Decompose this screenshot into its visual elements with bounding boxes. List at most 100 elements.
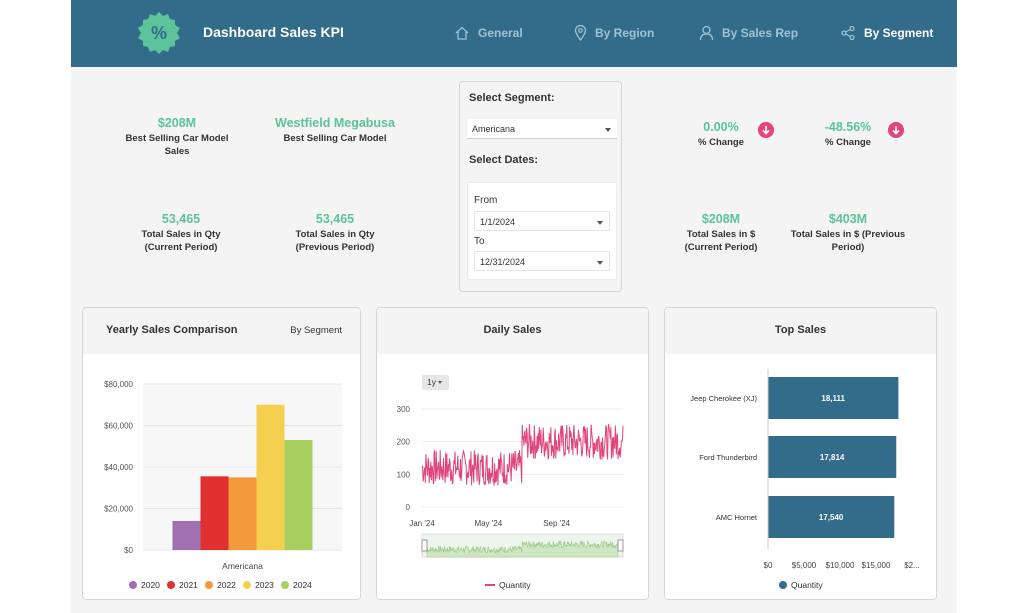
kpi-label: (Current Period) bbox=[684, 242, 758, 253]
y-tick-label: 200 bbox=[397, 438, 411, 447]
data-label: 17,814 bbox=[820, 453, 845, 462]
from-date-input[interactable]: 1/1/2024 bbox=[474, 211, 610, 231]
bar-2020 bbox=[172, 520, 201, 550]
kpi-best-model-sales: $208M Best Selling Car Model Sales bbox=[107, 116, 247, 158]
nav-by-segment-label: By Segment bbox=[864, 26, 934, 40]
legend-label: 2022 bbox=[217, 580, 236, 590]
bar-2023 bbox=[256, 404, 285, 550]
kpi-usd-previous: $403M Total Sales in $ (Previous Period) bbox=[783, 212, 913, 254]
y-tick-label: 0 bbox=[406, 503, 411, 512]
nav-general-label: General bbox=[478, 26, 523, 40]
legend-marker bbox=[129, 581, 137, 589]
legend-label: Quantity bbox=[499, 580, 531, 590]
bar-2024 bbox=[284, 440, 313, 550]
x-tick-label: $5,000 bbox=[792, 561, 817, 570]
segment-select-value: Americana bbox=[472, 124, 516, 134]
chevron-down-icon bbox=[605, 128, 611, 132]
legend-label: 2021 bbox=[179, 580, 198, 590]
arrow-down-icon bbox=[758, 122, 774, 138]
kpi-usd-current: $208M Total Sales in $ (Current Period) bbox=[661, 212, 781, 254]
nav-by-segment[interactable]: By Segment bbox=[840, 23, 933, 43]
svg-text:%: % bbox=[151, 23, 167, 43]
filter-panel: Select Segment: Americana Select Dates: … bbox=[459, 81, 622, 292]
kpi-label: Best Selling Car Model bbox=[283, 133, 387, 144]
dates-box: From 1/1/2024 To 12/31/2024 bbox=[467, 182, 617, 280]
bar-2022 bbox=[228, 477, 257, 550]
legend-label: 2020 bbox=[141, 580, 160, 590]
kpi-qty-current: 53,465 Total Sales in Qty (Current Perio… bbox=[111, 212, 251, 254]
category-label: Jeep Cherokee (XJ) bbox=[690, 394, 757, 403]
legend-marker bbox=[779, 581, 787, 589]
kpi-label: (Current Period) bbox=[144, 242, 218, 253]
card-header: Top Sales bbox=[665, 308, 936, 354]
kpi-qty-previous: 53,465 Total Sales in Qty (Previous Peri… bbox=[265, 212, 405, 254]
to-date-input[interactable]: 12/31/2024 bbox=[474, 251, 610, 271]
kpi-pct-change-1: 0.00% % Change bbox=[671, 120, 771, 149]
y-tick-label: $0 bbox=[124, 546, 133, 555]
legend-marker bbox=[281, 581, 289, 589]
kpi-label: Best Selling Car Model bbox=[125, 133, 229, 144]
data-label: 17,540 bbox=[819, 513, 844, 522]
y-tick-label: 300 bbox=[397, 405, 411, 414]
kpi-label: (Previous Period) bbox=[295, 242, 375, 253]
segment-select[interactable]: Americana bbox=[467, 119, 617, 139]
x-tick-label: Jan '24 bbox=[409, 519, 435, 528]
x-tick-label: May '24 bbox=[474, 519, 502, 528]
kpi-label: % Change bbox=[698, 137, 744, 148]
kpi-value: Westfield Megabusa bbox=[275, 116, 395, 130]
user-icon bbox=[699, 25, 714, 41]
top-sales-card: Top Sales Jeep Cherokee (XJ) 18,111 Ford T… bbox=[664, 307, 937, 600]
from-date-value: 1/1/2024 bbox=[480, 217, 516, 227]
kpi-value: 53,465 bbox=[161, 212, 201, 226]
x-tick-label: $0 bbox=[764, 561, 773, 570]
navigator-handle-right bbox=[617, 539, 624, 552]
x-tick-label: Americana bbox=[222, 561, 263, 571]
share-nodes-icon bbox=[841, 25, 855, 41]
card-title: Daily Sales bbox=[483, 324, 542, 336]
chevron-down-icon bbox=[597, 221, 603, 225]
daily-sales-chart: 0 100 200 300 Jan '24 May '24 Sep '24 Quantity bbox=[397, 405, 624, 590]
legend-marker bbox=[167, 581, 175, 589]
to-label: To bbox=[474, 236, 485, 247]
kpi-label: Sales bbox=[164, 146, 190, 157]
range-selector-button[interactable]: 1y bbox=[422, 375, 449, 390]
bar bbox=[768, 377, 899, 419]
range-selector-label: 1y bbox=[427, 377, 436, 387]
kpi-value: $208M bbox=[157, 116, 197, 130]
card-header: Daily Sales bbox=[377, 308, 648, 354]
nav-by-region-label: By Region bbox=[595, 26, 655, 40]
select-segment-title: Select Segment: bbox=[469, 92, 555, 104]
line-series-quantity bbox=[421, 423, 624, 486]
y-tick-label: $40,000 bbox=[104, 463, 133, 472]
kpi-value: 53,465 bbox=[315, 212, 355, 226]
x-tick-label: Sep '24 bbox=[543, 519, 570, 528]
legend-marker bbox=[243, 581, 251, 589]
nav-general[interactable]: General bbox=[454, 23, 523, 43]
category-label: Ford Thunderbird bbox=[699, 453, 757, 462]
card-title: Top Sales bbox=[774, 324, 827, 336]
legend-label: 2024 bbox=[293, 580, 312, 590]
bar bbox=[768, 436, 897, 478]
card-subtitle: By Segment bbox=[290, 325, 342, 336]
percent-badge-logo-icon: % bbox=[138, 12, 180, 54]
kpi-label: Total Sales in $ (Previous bbox=[790, 229, 906, 240]
kpi-best-model: Westfield Megabusa Best Selling Car Mode… bbox=[260, 116, 410, 145]
bar bbox=[768, 496, 895, 538]
nav-by-region[interactable]: By Region bbox=[574, 23, 654, 43]
kpi-value: 0.00% bbox=[703, 120, 739, 134]
kpi-label: Total Sales in $ bbox=[686, 229, 756, 240]
chevron-down-icon bbox=[438, 381, 443, 385]
legend-label: Quantity bbox=[791, 580, 823, 590]
top-header: % Dashboard Sales KPI General By Region … bbox=[71, 0, 957, 67]
legend-marker bbox=[205, 581, 213, 589]
data-label: 18,111 bbox=[821, 394, 845, 403]
kpi-value: -48.56% bbox=[824, 120, 872, 134]
nav-by-sales-rep[interactable]: By Sales Rep bbox=[699, 23, 798, 43]
map-pin-icon bbox=[574, 25, 587, 41]
x-tick-label: $10,000 bbox=[826, 561, 855, 570]
navigator-series bbox=[426, 539, 619, 558]
chevron-down-icon bbox=[597, 261, 603, 265]
app-title: Dashboard Sales KPI bbox=[203, 24, 344, 40]
y-tick-label: $80,000 bbox=[104, 380, 133, 389]
select-dates-title: Select Dates: bbox=[469, 154, 539, 166]
